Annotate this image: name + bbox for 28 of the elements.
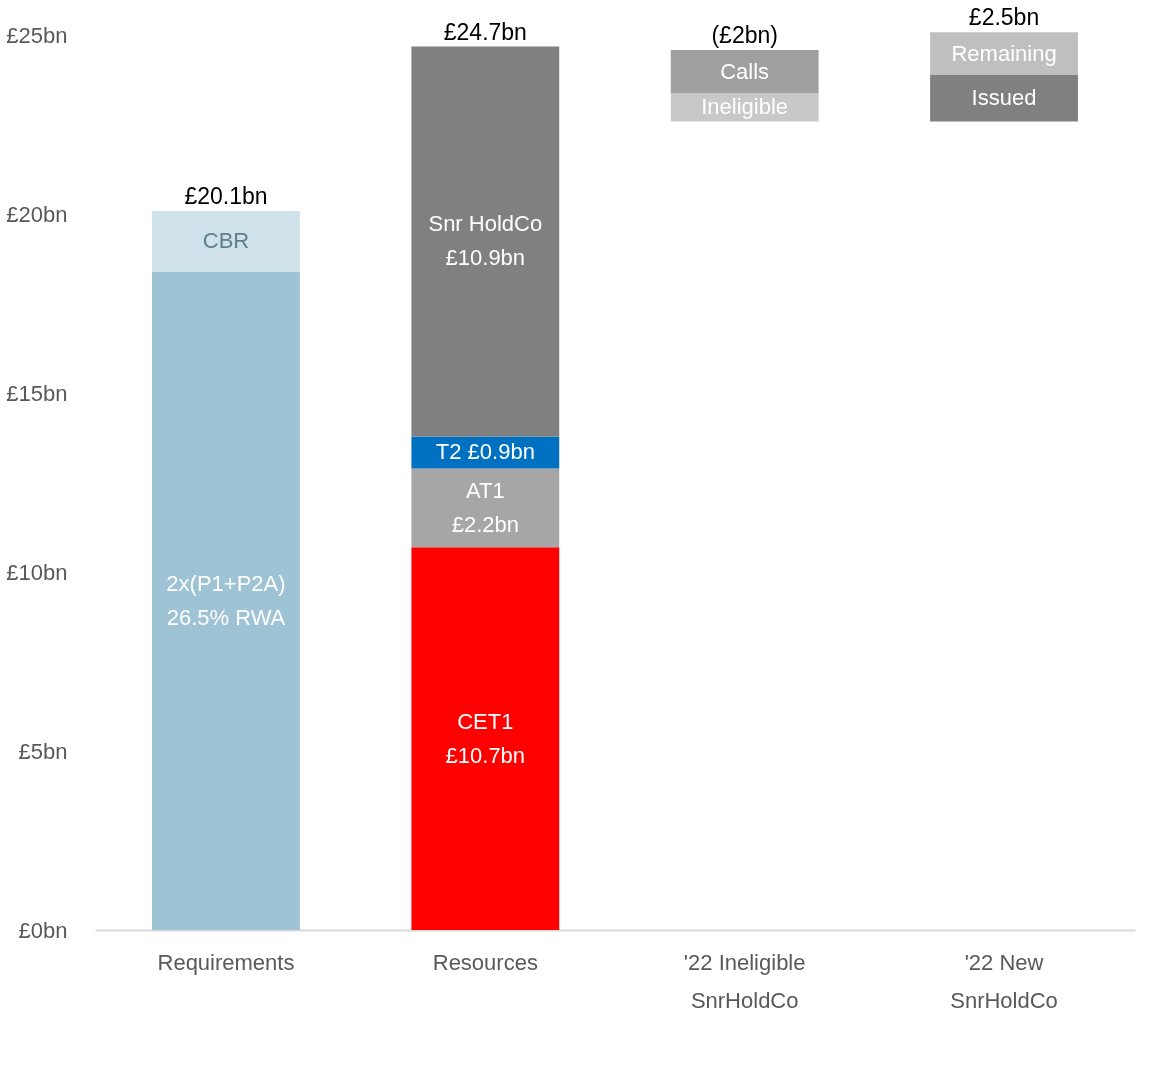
data-label: AT1 £2.2bn [451, 477, 519, 537]
data-label: CBR [202, 228, 250, 254]
data-label: Snr HoldCo £10.9bn [428, 211, 543, 271]
total-label: (£2bn) [711, 22, 778, 49]
x-tick-label: Requirements [157, 949, 295, 975]
data-label: Issued [971, 85, 1037, 111]
y-tick-label: £25bn [6, 23, 68, 49]
data-label: Calls [720, 58, 770, 84]
y-tick-label: £5bn [18, 738, 68, 764]
data-label: T2 £0.9bn [435, 439, 535, 465]
x-tick-label: '22 New SnrHoldCo [950, 949, 1058, 1013]
y-tick-label: £10bn [6, 559, 68, 585]
y-tick-label: £20bn [6, 202, 68, 228]
bar [411, 46, 560, 437]
annotation: 2x(P1+P2A) 26.5% RWA [166, 570, 286, 630]
total-label: £2.5bn [968, 4, 1040, 31]
y-tick-label: £15bn [6, 380, 68, 406]
bar [152, 271, 300, 930]
data-label: CET1 £10.7bn [445, 708, 526, 768]
bar [411, 547, 560, 930]
total-label: £24.7bn [443, 18, 527, 45]
bar [411, 468, 560, 548]
data-label: Remaining [951, 40, 1057, 66]
y-tick-label: £0bn [18, 917, 68, 943]
x-tick-label: '22 Ineligible SnrHoldCo [683, 949, 806, 1013]
total-label: £20.1bn [184, 183, 268, 210]
bar [152, 211, 300, 272]
x-tick-label: Resources [432, 949, 538, 975]
